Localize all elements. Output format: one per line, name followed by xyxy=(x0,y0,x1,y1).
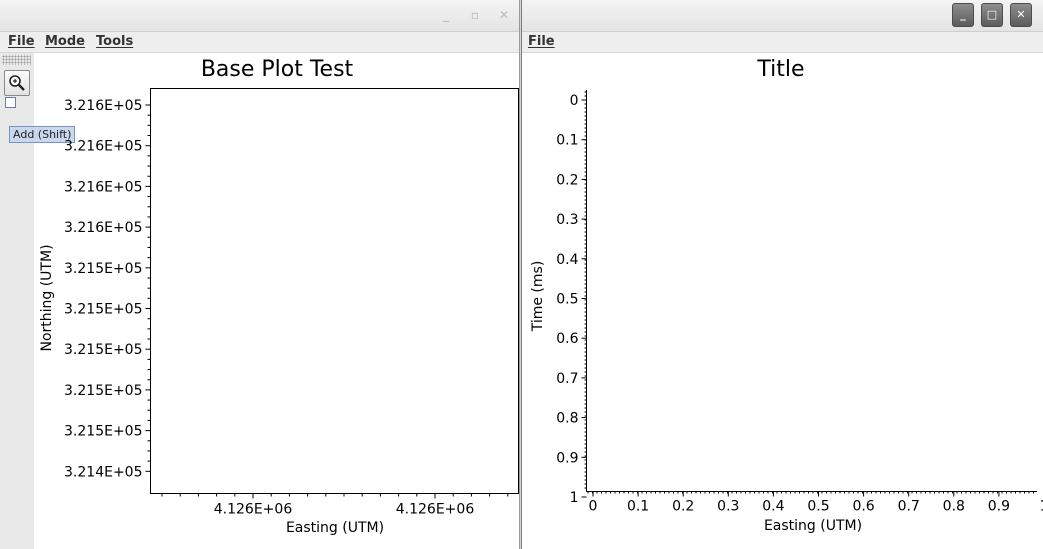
y-tick-label: 3.216E+05 xyxy=(64,220,142,236)
menu-file[interactable]: File xyxy=(8,34,35,49)
menubar: File Mode Tools xyxy=(0,32,519,53)
minimize-icon[interactable]: _ xyxy=(952,3,974,27)
y-tick-label: 3.215E+05 xyxy=(64,342,142,358)
y-tick-label: 3.215E+05 xyxy=(64,424,142,440)
x-tick-label: 0.6 xyxy=(852,499,874,515)
y-tick-label: 3.215E+05 xyxy=(64,302,142,318)
y-tick-label: 3.216E+05 xyxy=(64,139,142,155)
toolbar-grip[interactable] xyxy=(2,55,31,65)
x-axis-label: Easting (UTM) xyxy=(764,518,862,534)
x-tick-label: 0.7 xyxy=(898,499,920,515)
x-tick-label: 0.9 xyxy=(988,499,1010,515)
y-tick-label: 3.215E+05 xyxy=(64,383,142,399)
base-plot-window: _ ▫ ✕ File Mode Tools Add (Shift) Base P… xyxy=(0,0,520,549)
chart-title: Base Plot Test xyxy=(201,57,354,82)
x-tick-label: 0.2 xyxy=(672,499,694,515)
x-tick-label: 0.4 xyxy=(762,499,784,515)
toggle-checkbox[interactable] xyxy=(5,97,16,108)
chart-title: Title xyxy=(756,57,804,82)
tooltip: Add (Shift) xyxy=(9,126,76,143)
x-tick-label: 0.1 xyxy=(627,499,649,515)
y-tick-label: 0.5 xyxy=(556,292,578,308)
maximize-icon[interactable]: ▫ xyxy=(470,8,480,22)
y-tick-label: 0.7 xyxy=(556,371,578,387)
time-plot-chart: Title 0 0.1 0.2 0.3 0.4 0.5 0.6 0.7 0.8 0.9 1 0 0.1… xyxy=(530,57,1043,534)
x-tick-label: 4.126E+06 xyxy=(396,502,475,518)
x-axis-label: Easting (UTM) xyxy=(286,520,384,536)
y-tick-label: 3.214E+05 xyxy=(64,464,142,480)
y-tick-label: 0.8 xyxy=(556,411,578,427)
menubar: File xyxy=(522,32,1043,53)
y-tick-label: 0.3 xyxy=(556,212,578,228)
menu-mode[interactable]: Mode xyxy=(45,34,85,49)
base-plot-chart: Base Plot Test 3.216E+05 3.216E+05 3.216E+… xyxy=(39,57,519,536)
y-tick-label: 1 xyxy=(570,490,579,506)
magnifier-icon xyxy=(9,75,25,91)
zoom-tool-button[interactable] xyxy=(4,70,30,96)
menu-file[interactable]: File xyxy=(528,34,555,49)
window-titlebar[interactable]: _ ▫ ✕ xyxy=(0,0,519,32)
menu-tools[interactable]: Tools xyxy=(96,34,134,49)
x-tick-label: 1 xyxy=(1040,499,1043,515)
y-tick-label: 3.216E+05 xyxy=(64,98,142,114)
y-tick-label: 0 xyxy=(570,93,579,109)
time-plot-window: _ □ ✕ File Title 0 0.1 0.2 0.3 0.4 0.5 0.6 0.7 0… xyxy=(521,0,1043,549)
x-tick-label: 0.5 xyxy=(807,499,829,515)
y-tick-label: 0.1 xyxy=(556,133,578,149)
y-tick-label: 0.9 xyxy=(556,450,578,466)
x-tick-label: 4.126E+06 xyxy=(214,502,293,518)
close-icon[interactable]: ✕ xyxy=(1010,3,1032,27)
maximize-icon[interactable]: □ xyxy=(981,3,1003,27)
x-tick-label: 0 xyxy=(589,499,598,515)
y-axis-label: Time (ms) xyxy=(530,261,546,333)
y-axis-label: Northing (UTM) xyxy=(39,244,55,351)
x-tick-label: 0.3 xyxy=(717,499,739,515)
y-tick-label: 0.4 xyxy=(556,252,578,268)
window-titlebar[interactable]: _ □ ✕ xyxy=(522,0,1043,32)
y-tick-label: 0.6 xyxy=(556,331,578,347)
minimize-icon[interactable]: _ xyxy=(443,8,449,22)
plot-area xyxy=(150,88,519,494)
y-tick-label: 3.216E+05 xyxy=(64,179,142,195)
y-tick-label: 0.2 xyxy=(556,172,578,188)
y-tick-label: 3.215E+05 xyxy=(64,261,142,277)
close-icon[interactable]: ✕ xyxy=(498,8,510,22)
x-tick-label: 0.8 xyxy=(943,499,965,515)
